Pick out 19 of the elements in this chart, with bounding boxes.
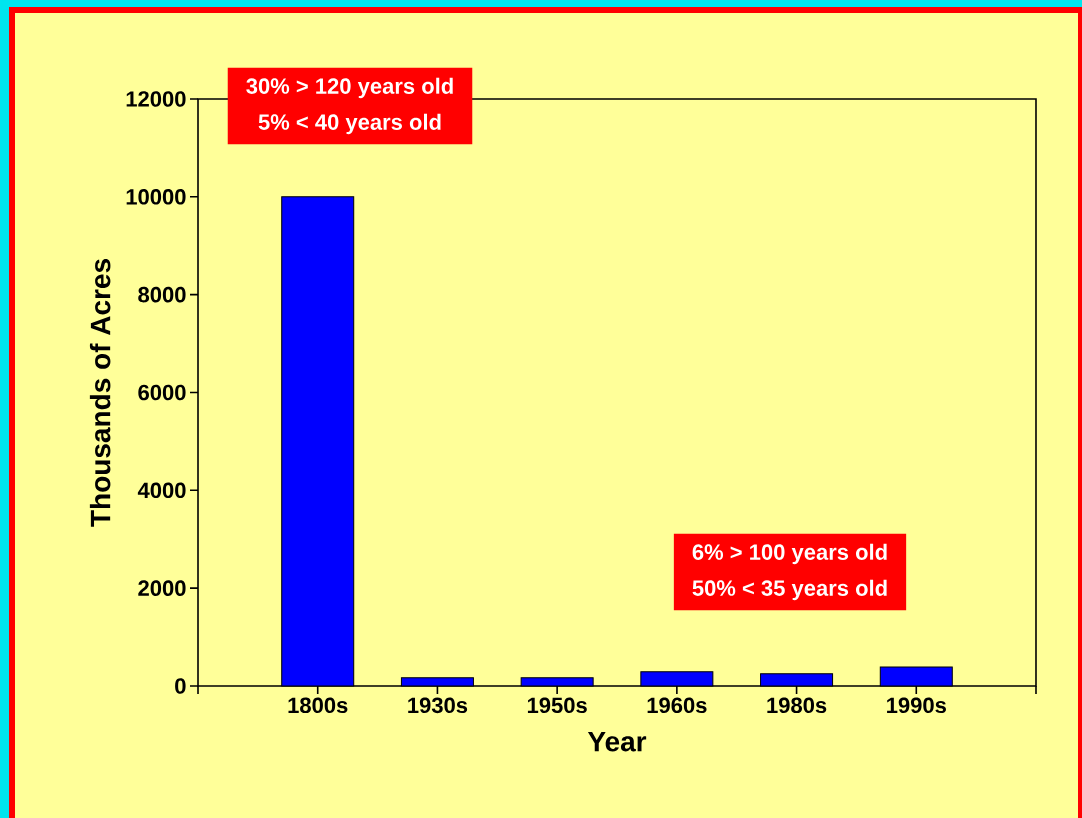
x-axis-title: Year	[587, 732, 647, 752]
x-tick-label: 1950s	[527, 697, 587, 714]
x-tick-label: 1930s	[408, 697, 468, 714]
x-tick-label: 1800s	[288, 697, 348, 714]
annotation: 50% < 35 years old	[692, 579, 887, 601]
y-tick-label: 12000	[126, 91, 186, 107]
x-tick-label: 1980s	[767, 697, 827, 714]
annotation: 6% > 100 years old	[692, 543, 887, 565]
y-axis-title: Thousands of Acres	[89, 259, 111, 527]
y-tick-label: 0	[175, 678, 186, 694]
y-tick-label: 2000	[138, 580, 186, 596]
y-tick-label: 10000	[126, 189, 186, 205]
y-tick-label: 4000	[137, 482, 186, 499]
x-tick-label: 1990s	[887, 697, 946, 714]
x-tick-label: 1960s	[647, 697, 707, 714]
annotation: 5% < 40 years old	[258, 113, 441, 135]
y-tick-label: 8000	[138, 286, 186, 303]
text: 30% > 120 years old	[246, 77, 453, 99]
y-tick-label: 6000	[138, 384, 186, 401]
